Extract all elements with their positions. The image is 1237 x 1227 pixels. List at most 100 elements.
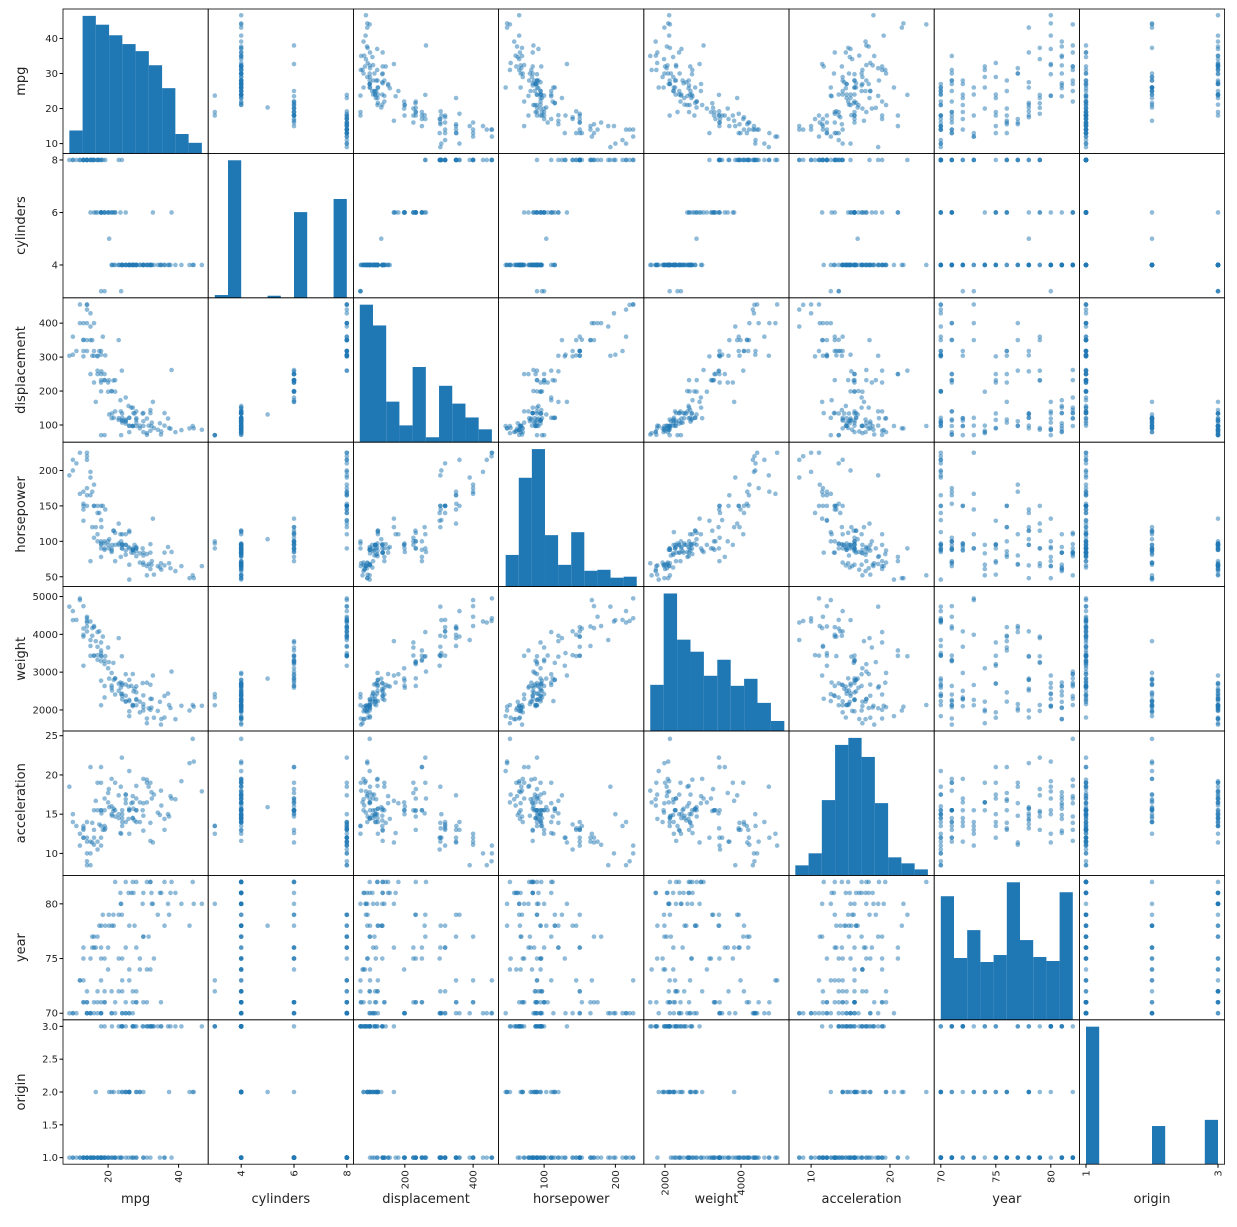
point xyxy=(159,716,164,722)
point xyxy=(1004,130,1010,136)
point xyxy=(774,302,780,307)
point xyxy=(855,105,860,110)
point xyxy=(1015,531,1021,537)
point xyxy=(864,696,869,702)
point xyxy=(698,88,704,94)
point xyxy=(829,210,834,215)
point xyxy=(1015,482,1021,487)
point xyxy=(291,786,297,792)
point xyxy=(725,210,731,215)
point xyxy=(745,503,751,509)
point xyxy=(402,678,407,683)
point xyxy=(949,210,955,215)
point xyxy=(119,262,125,268)
point xyxy=(70,811,76,817)
point xyxy=(1037,111,1043,117)
point xyxy=(949,337,955,343)
point xyxy=(982,709,988,714)
point xyxy=(526,78,532,83)
point xyxy=(360,573,365,578)
point xyxy=(676,50,682,55)
point xyxy=(118,539,124,544)
point xyxy=(800,618,806,624)
point xyxy=(77,597,83,603)
point xyxy=(960,644,966,650)
point xyxy=(88,862,93,868)
point xyxy=(839,122,845,127)
point xyxy=(438,604,443,609)
point xyxy=(960,102,966,108)
point xyxy=(692,389,697,394)
point xyxy=(1083,410,1089,416)
point xyxy=(938,421,944,426)
histogram-bar xyxy=(333,198,347,298)
point xyxy=(1037,56,1043,62)
point xyxy=(828,320,834,326)
point xyxy=(106,676,112,681)
point xyxy=(126,423,132,428)
point xyxy=(1037,702,1043,708)
point xyxy=(1048,416,1054,421)
point xyxy=(796,157,802,163)
point xyxy=(859,671,864,677)
point xyxy=(864,210,869,215)
point xyxy=(891,85,897,90)
point xyxy=(422,210,427,215)
point xyxy=(534,659,540,665)
point xyxy=(1083,539,1089,544)
point xyxy=(856,210,861,215)
point xyxy=(859,405,864,410)
point xyxy=(816,134,822,139)
point xyxy=(84,307,90,312)
point xyxy=(869,380,875,385)
point xyxy=(875,144,881,150)
point xyxy=(291,645,297,650)
point xyxy=(265,804,270,810)
point xyxy=(1083,50,1089,55)
point xyxy=(238,682,244,688)
point xyxy=(119,157,125,163)
point xyxy=(832,120,838,125)
point xyxy=(442,510,448,516)
point xyxy=(375,831,381,837)
panel xyxy=(933,297,1080,443)
point xyxy=(605,123,611,129)
point xyxy=(598,623,604,629)
point xyxy=(358,288,363,294)
point xyxy=(577,120,583,125)
point xyxy=(808,311,814,316)
point xyxy=(95,157,100,163)
point xyxy=(924,423,929,429)
point xyxy=(119,755,125,760)
point xyxy=(673,78,679,83)
point xyxy=(157,262,163,268)
point xyxy=(238,22,244,27)
point xyxy=(401,210,407,215)
point xyxy=(1004,262,1010,268)
point xyxy=(470,130,476,136)
point xyxy=(711,539,717,544)
point xyxy=(938,88,944,94)
point xyxy=(846,542,852,548)
point xyxy=(1149,415,1155,421)
point xyxy=(817,482,823,487)
point xyxy=(1083,565,1089,570)
point xyxy=(382,93,387,99)
point xyxy=(848,389,853,394)
point xyxy=(453,127,459,132)
point xyxy=(411,645,416,650)
point xyxy=(1215,696,1221,702)
point xyxy=(391,798,397,804)
point xyxy=(238,573,244,578)
point xyxy=(1037,210,1043,215)
point xyxy=(1149,25,1155,30)
point xyxy=(520,74,526,80)
point xyxy=(1015,629,1021,635)
point xyxy=(151,715,157,720)
point xyxy=(716,546,722,551)
point xyxy=(840,74,845,80)
point xyxy=(670,74,676,80)
point xyxy=(98,389,104,394)
point xyxy=(144,262,150,268)
